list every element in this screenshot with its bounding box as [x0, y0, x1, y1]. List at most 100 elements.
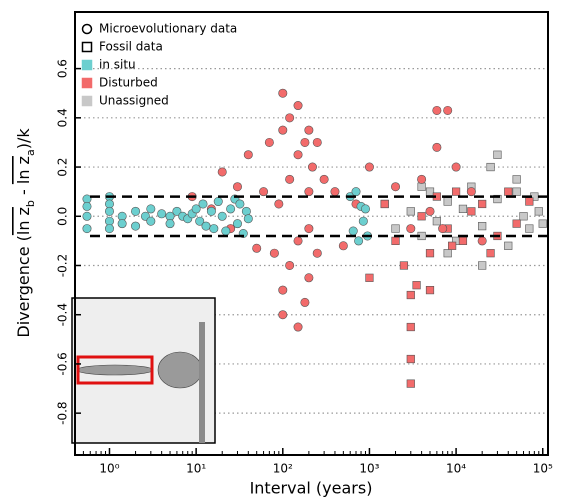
point [478, 222, 487, 231]
point [172, 206, 182, 216]
point [235, 199, 245, 209]
point [406, 379, 415, 388]
y-axis-label-part: ln z [14, 156, 33, 184]
point [243, 214, 253, 224]
point [269, 248, 279, 258]
point [451, 162, 461, 172]
point [285, 113, 295, 123]
legend-marker [81, 59, 93, 71]
point [232, 182, 242, 192]
point [458, 236, 468, 245]
point [478, 261, 487, 270]
point [351, 187, 361, 197]
point [432, 217, 441, 226]
point [243, 150, 253, 160]
point [165, 219, 175, 229]
legend-marker [81, 41, 93, 53]
legend-label: in situ [99, 58, 136, 72]
point [285, 174, 295, 184]
point [104, 206, 114, 216]
y-axis-label-part: a [24, 149, 37, 156]
legend-marker [81, 23, 93, 35]
point [293, 150, 303, 160]
x-tick-label: 10¹ [186, 462, 206, 476]
point [252, 243, 262, 253]
legend: Microevolutionary data Fossil data in situ… [81, 22, 237, 108]
point [358, 216, 368, 226]
point [538, 219, 547, 228]
y-axis-label-part: ln z [14, 207, 33, 235]
point [304, 187, 314, 197]
point [425, 187, 435, 196]
point [338, 241, 348, 251]
point [417, 212, 426, 221]
inset-spread [199, 322, 205, 443]
inset-highlight [76, 355, 154, 385]
x-axis-label: Interval (years) [250, 479, 373, 498]
point [293, 322, 303, 332]
legend-label: Unassigned [99, 94, 169, 108]
y-tick-label: 0.4 [56, 108, 70, 127]
y-tick-label: -0.2 [56, 254, 70, 277]
point [330, 187, 340, 197]
point [274, 199, 284, 209]
point [293, 101, 303, 111]
point [307, 162, 317, 172]
plot-frame [74, 11, 549, 456]
point [525, 197, 534, 206]
points [82, 88, 547, 388]
point [217, 211, 227, 221]
point [365, 273, 374, 282]
point [226, 204, 236, 214]
point [412, 281, 421, 290]
y-axis-label: Divergence (ln zb - ln za)/k [14, 128, 37, 338]
point [104, 224, 114, 234]
point [304, 273, 314, 283]
point [380, 199, 389, 209]
y-axis-label-part: - [14, 184, 33, 200]
point [391, 224, 400, 233]
point [285, 260, 295, 270]
point [391, 182, 401, 192]
point [391, 236, 400, 245]
point [221, 226, 231, 236]
point [493, 150, 502, 159]
point [486, 249, 495, 258]
point [146, 216, 156, 226]
point [443, 197, 452, 206]
legend-marker [81, 95, 93, 107]
y-tick-label: -0.8 [56, 401, 70, 424]
point [458, 204, 468, 213]
point [478, 199, 487, 209]
point [417, 182, 426, 191]
point [300, 137, 310, 147]
point [512, 175, 521, 184]
y-tick-label: 0.2 [56, 158, 70, 177]
point [486, 162, 495, 172]
point [467, 207, 476, 216]
legend-label: Microevolutionary data [99, 22, 237, 36]
point [360, 204, 370, 214]
point [466, 187, 476, 197]
point [293, 236, 303, 246]
point [82, 211, 92, 221]
point [278, 310, 288, 320]
point [304, 125, 314, 135]
point [432, 142, 442, 152]
point [198, 199, 208, 209]
point [241, 206, 251, 216]
point [432, 105, 442, 115]
point [406, 207, 415, 216]
point [504, 187, 513, 196]
point [477, 236, 487, 246]
point [278, 88, 288, 98]
point [425, 249, 435, 258]
y-tick-label: 0.0 [56, 207, 70, 226]
point [348, 226, 358, 236]
point [191, 204, 201, 214]
y-axis-label-part: Divergence ( [14, 235, 33, 337]
point [146, 204, 156, 214]
point [406, 354, 415, 364]
